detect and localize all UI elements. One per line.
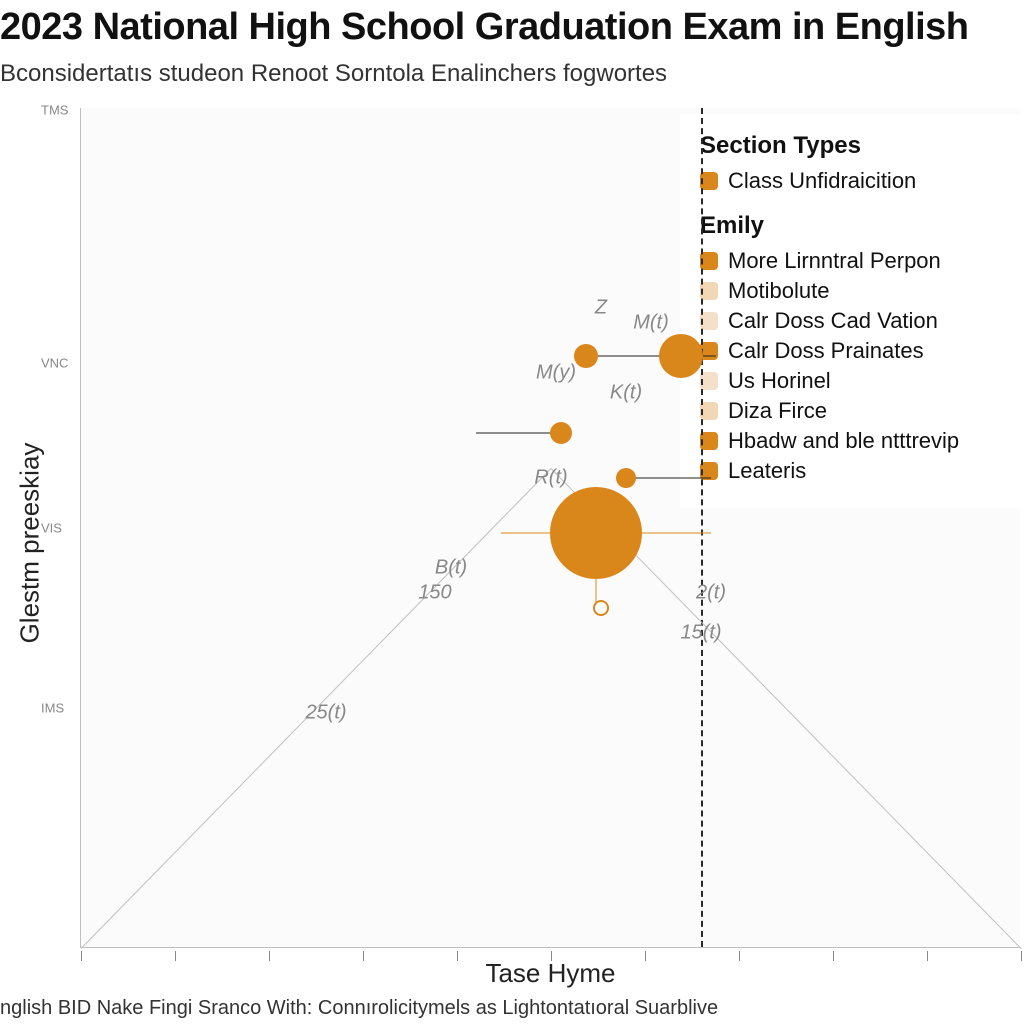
legend-item: Hbadw and ble ntttrevip xyxy=(700,428,1000,454)
x-tick xyxy=(833,951,834,961)
plot-label: B(t) xyxy=(435,557,467,580)
x-tick xyxy=(175,951,176,961)
legend-item: More Lirnntral Perpon xyxy=(700,248,1000,274)
data-bubble xyxy=(616,468,636,488)
plot-label: 2(t) xyxy=(696,582,726,605)
plot-label: 25(t) xyxy=(305,702,346,725)
plot-label: R(t) xyxy=(534,467,567,490)
x-tick xyxy=(363,951,364,961)
legend-item: Motibolute xyxy=(700,278,1000,304)
data-bubble xyxy=(593,600,609,616)
plot-label: Z xyxy=(595,297,607,320)
plot-label: K(t) xyxy=(610,382,642,405)
legend-label: Diza Firce xyxy=(728,398,827,424)
plot-label: 150 xyxy=(418,582,451,605)
x-tick xyxy=(269,951,270,961)
legend-label: Leateris xyxy=(728,458,806,484)
plot-label: M(y) xyxy=(536,362,576,385)
x-tick xyxy=(927,951,928,961)
legend-label: Motibolute xyxy=(728,278,830,304)
footer-note: nglish BID Nake Fingi Sranco With: Connı… xyxy=(0,997,718,1020)
legend-group1-title: Section Types xyxy=(700,132,1000,160)
legend-item: Class Unfidraicition xyxy=(700,168,1000,194)
legend-label: Hbadw and ble ntttrevip xyxy=(728,428,959,454)
legend-item: Calr Doss Cad Vation xyxy=(700,308,1000,334)
y-axis-label: Glestm preeskiay xyxy=(15,443,46,644)
data-bubble xyxy=(550,487,642,579)
error-bar xyxy=(476,433,561,434)
page-title: 2023 National High School Graduation Exa… xyxy=(0,6,969,49)
y-tick: VIS xyxy=(41,521,62,536)
plot-panel: Tase Hyme Section Types Class Unfidraici… xyxy=(80,108,1020,948)
legend-label: Us Horinel xyxy=(728,368,831,394)
reference-line xyxy=(701,108,703,947)
legend-label: More Lirnntral Perpon xyxy=(728,248,941,274)
y-tick: VNC xyxy=(41,356,68,371)
chart-area: Glestm preeskiay Tase Hyme Section Types… xyxy=(40,108,1020,978)
data-bubble xyxy=(574,344,598,368)
error-bar xyxy=(626,478,711,479)
legend-label: Calr Doss Cad Vation xyxy=(728,308,938,334)
legend-item: Diza Firce xyxy=(700,398,1000,424)
x-axis-label: Tase Hyme xyxy=(485,958,615,989)
legend-label: Class Unfidraicition xyxy=(728,168,916,194)
legend-label: Calr Doss Prainates xyxy=(728,338,924,364)
legend-box: Section Types Class Unfidraicition Emily… xyxy=(680,114,1020,508)
x-tick xyxy=(81,951,82,961)
x-tick xyxy=(551,951,552,961)
data-bubble xyxy=(659,334,703,378)
x-tick xyxy=(739,951,740,961)
legend-item: Leateris xyxy=(700,458,1000,484)
data-bubble xyxy=(550,422,572,444)
y-tick: TMS xyxy=(41,103,68,118)
page-subtitle: Bconsidertatıs studeon Renoot Sorntola E… xyxy=(0,60,667,88)
legend-item: Calr Doss Prainates xyxy=(700,338,1000,364)
x-tick xyxy=(645,951,646,961)
plot-label: M(t) xyxy=(633,312,669,335)
x-tick xyxy=(1021,951,1022,961)
legend-group2-title: Emily xyxy=(700,212,1000,240)
plot-label: 15(t) xyxy=(680,622,721,645)
y-tick: IMS xyxy=(41,701,64,716)
x-tick xyxy=(457,951,458,961)
legend-item: Us Horinel xyxy=(700,368,1000,394)
